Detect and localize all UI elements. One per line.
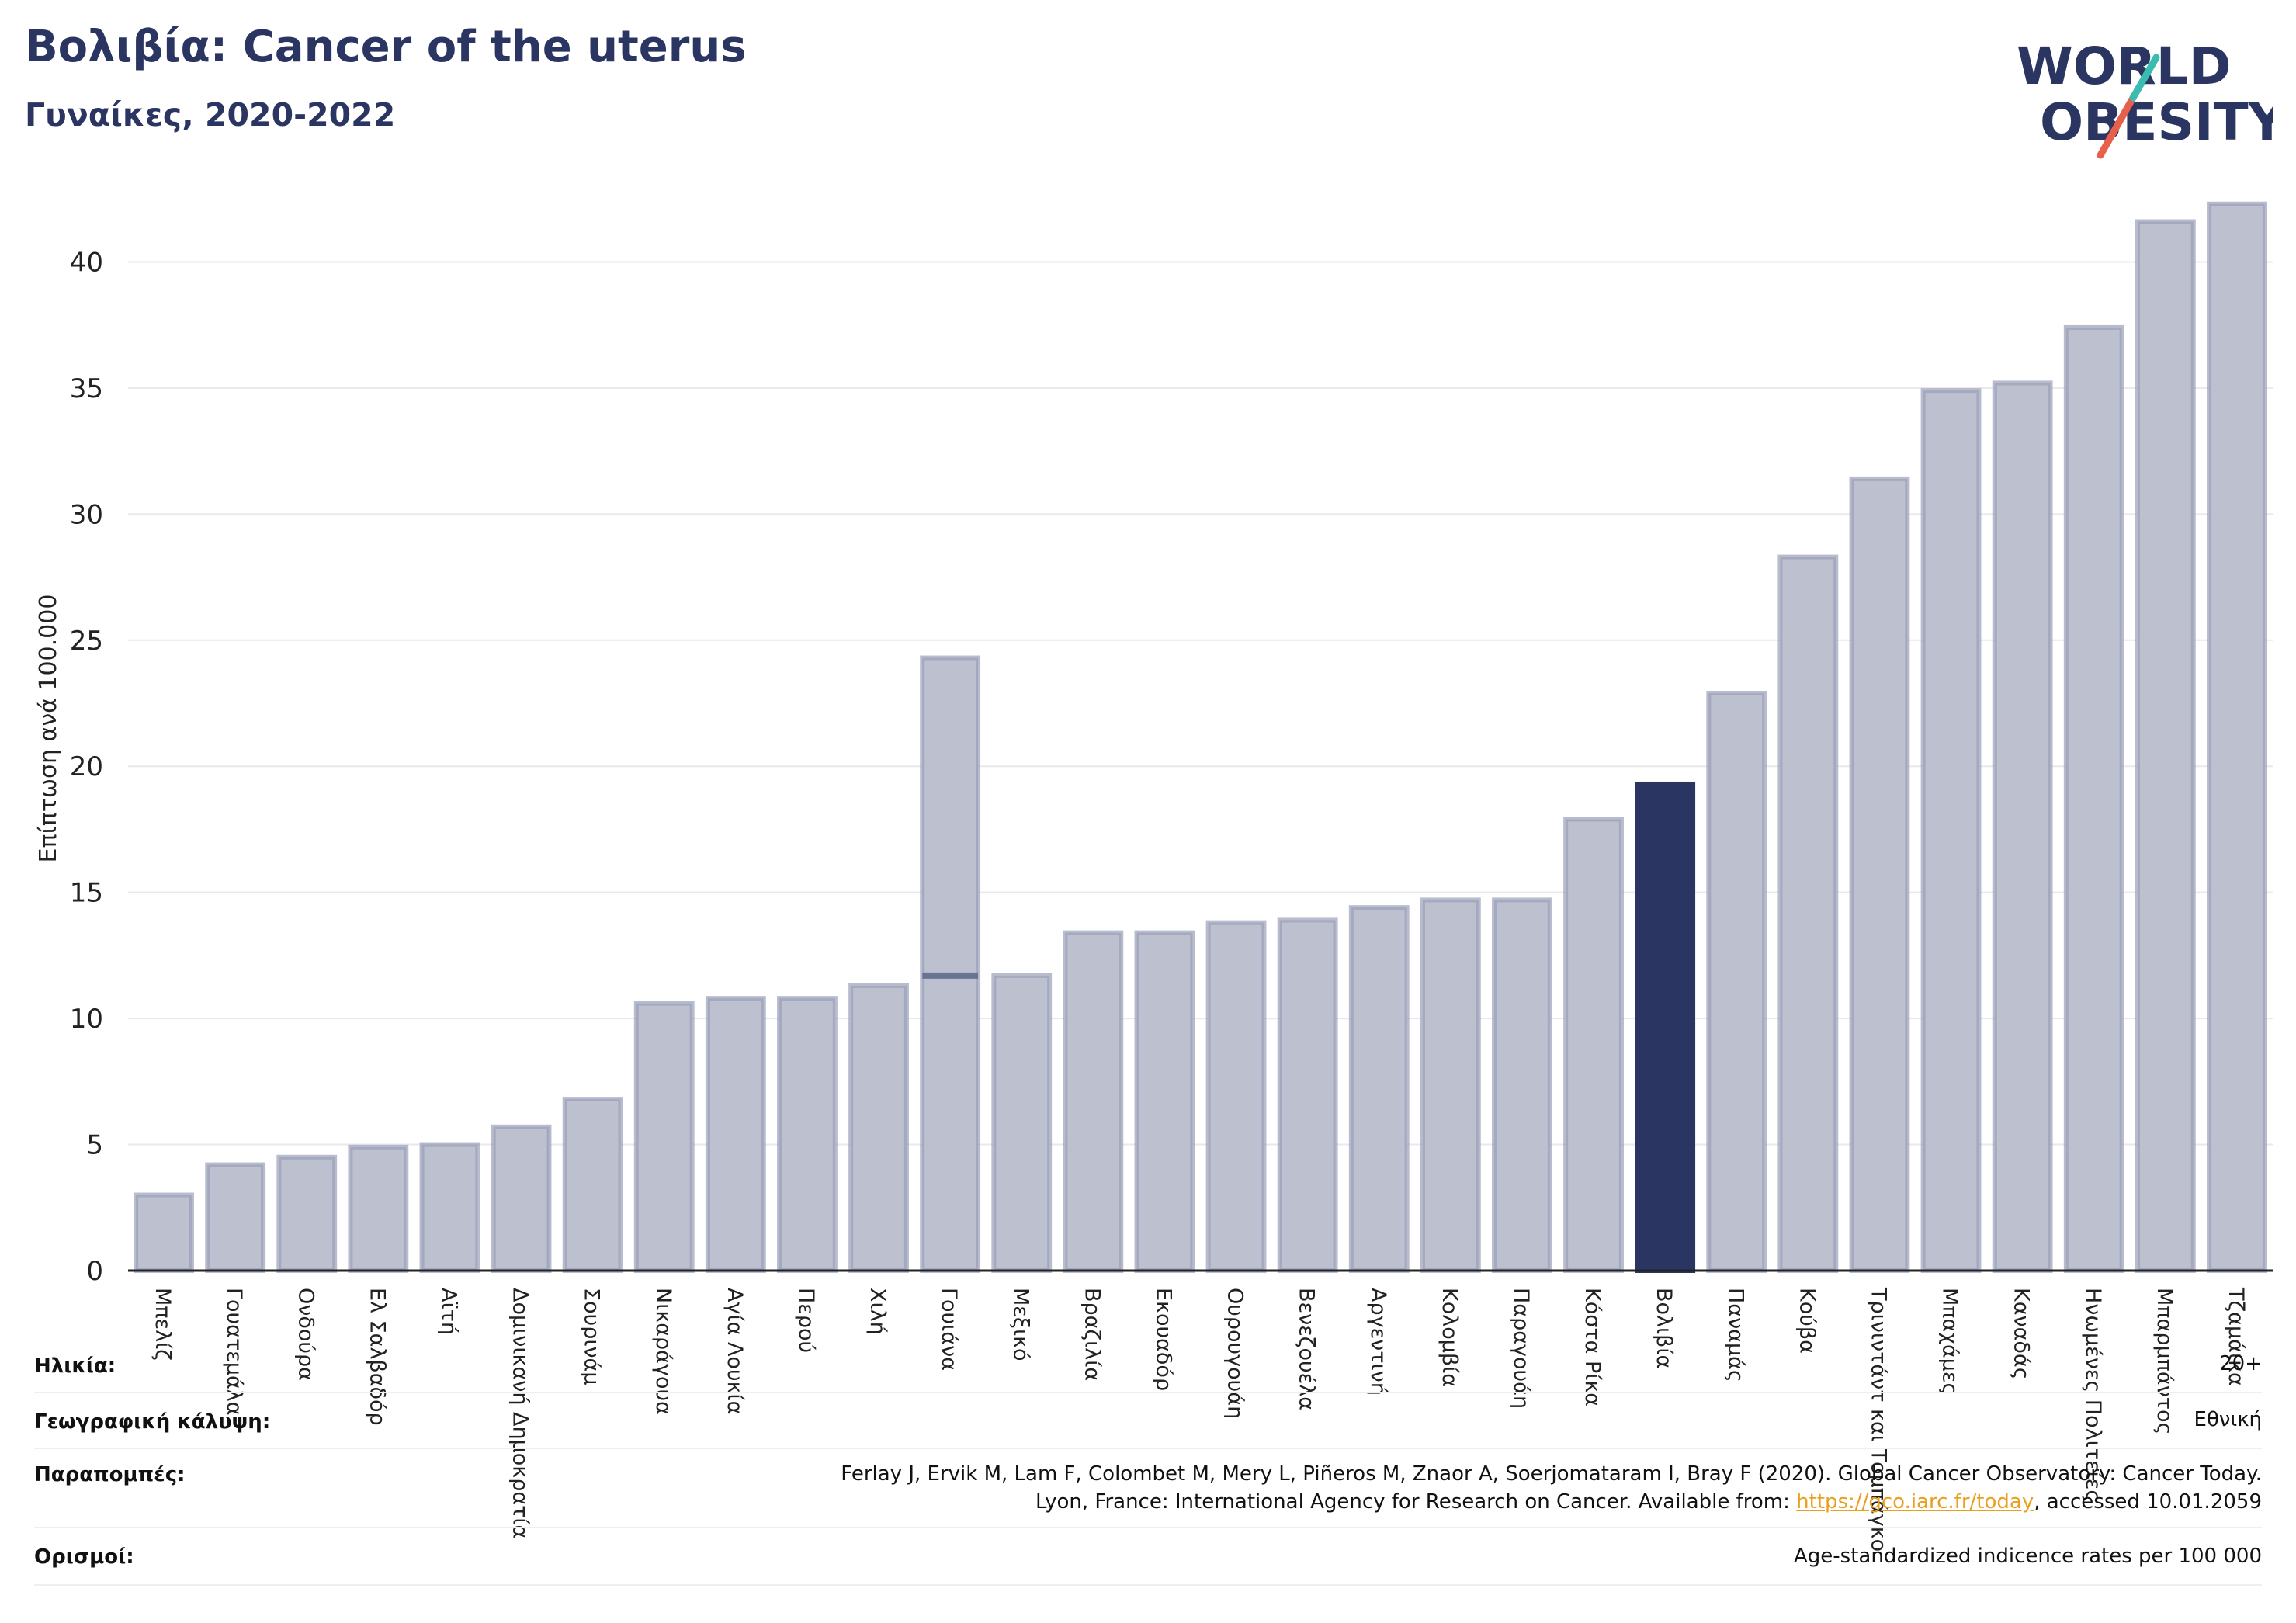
bar-13 bbox=[991, 973, 1053, 1273]
x-tick-label: Γουιάνα bbox=[937, 1288, 961, 1371]
bar-6 bbox=[491, 1124, 552, 1273]
bar-8 bbox=[633, 1001, 695, 1274]
x-tick-label: Ουρουγουάη bbox=[1223, 1288, 1247, 1419]
references-text: Ferlay J, Ervik M, Lam F, Colombet M, Me… bbox=[841, 1460, 2262, 1516]
bar-28 bbox=[2063, 324, 2124, 1273]
bar-1 bbox=[134, 1192, 194, 1274]
y-tick-label: 30 bbox=[70, 499, 103, 530]
x-tick-label: Βολιβία bbox=[1652, 1288, 1676, 1368]
bar-11 bbox=[848, 983, 909, 1273]
x-tick-label: Χιλή bbox=[865, 1288, 890, 1335]
bar-19 bbox=[1420, 897, 1481, 1273]
footer-references-row: Παραπομπές: Ferlay J, Ervik M, Lam F, Co… bbox=[34, 1449, 2262, 1528]
x-tick-label: Τζαμάικα bbox=[2224, 1287, 2248, 1386]
x-tick-label: Νικαράγουα bbox=[651, 1288, 675, 1415]
x-tick-label: Αγία Λουκία bbox=[723, 1288, 747, 1414]
x-tick-label: Τρινιντάντ και Τομπάγκο bbox=[1866, 1287, 1890, 1552]
coverage-value: Εθνική bbox=[2194, 1408, 2262, 1431]
footer-age-row: Ηλικία: 20+ bbox=[34, 1337, 2262, 1393]
logo-slash-red bbox=[2097, 94, 2137, 159]
x-tick-label: Γουατεμάλα bbox=[222, 1288, 246, 1416]
references-line2: Lyon, France: International Agency for R… bbox=[1035, 1490, 2262, 1514]
y-tick-label: 10 bbox=[70, 1004, 103, 1035]
x-tick-label: Αργεντινή bbox=[1366, 1288, 1390, 1396]
bar-15 bbox=[1134, 930, 1195, 1273]
chart-subtitle: Γυναίκες, 2020-2022 bbox=[25, 96, 396, 134]
x-tick-label: Παναμάς bbox=[1723, 1288, 1747, 1382]
x-tick-label: Ηνωμένες Πολιτείες bbox=[2081, 1288, 2105, 1502]
x-tick-label: Εκουαδόρ bbox=[1151, 1288, 1175, 1391]
x-tick-label: Κόστα Ρίκα bbox=[1580, 1288, 1604, 1406]
x-tick-label: Μπαχάμες bbox=[1938, 1288, 1962, 1395]
references-label: Παραπομπές: bbox=[34, 1463, 186, 1486]
x-tick-label: Μπαρμπάντος bbox=[2152, 1288, 2176, 1434]
bar-4 bbox=[348, 1144, 409, 1274]
y-tick-label: 20 bbox=[70, 751, 103, 782]
definitions-label: Ορισμοί: bbox=[34, 1545, 134, 1569]
bar-22 bbox=[1635, 781, 1696, 1273]
bar-29 bbox=[2135, 219, 2196, 1273]
y-tick-label: 25 bbox=[70, 626, 103, 657]
bar-12 bbox=[920, 655, 981, 1273]
references-link[interactable]: https://gco.iarc.fr/today bbox=[1796, 1490, 2034, 1514]
age-value: 20+ bbox=[2219, 1352, 2262, 1375]
bar-26 bbox=[1920, 388, 1982, 1274]
x-tick-label: Παραγουάη bbox=[1509, 1288, 1533, 1409]
bar-3 bbox=[276, 1154, 338, 1274]
bar-2 bbox=[205, 1162, 266, 1273]
y-tick-label: 35 bbox=[70, 373, 103, 404]
logo-line1: WORLD bbox=[2017, 36, 2232, 96]
bar-25 bbox=[1849, 476, 1910, 1273]
bar-7 bbox=[562, 1097, 623, 1274]
footer-coverage-row: Γεωγραφική κάλυψη: Εθνική bbox=[34, 1393, 2262, 1449]
x-tick-label: Βενεζουέλα bbox=[1295, 1288, 1319, 1410]
bar-16 bbox=[1205, 920, 1267, 1274]
bar-24 bbox=[1777, 554, 1839, 1273]
bar-18 bbox=[1348, 905, 1410, 1274]
x-tick-label: Ονδούρα bbox=[293, 1288, 317, 1381]
bar-9 bbox=[705, 996, 766, 1274]
x-tick-label: Περού bbox=[794, 1288, 818, 1353]
bar-10 bbox=[777, 996, 838, 1274]
chart-title: Βολιβία: Cancer of the uterus bbox=[25, 22, 747, 72]
bar-20 bbox=[1492, 897, 1552, 1273]
bar-23 bbox=[1706, 691, 1767, 1273]
bar-27 bbox=[1992, 380, 2053, 1273]
y-tick-label: 0 bbox=[86, 1256, 103, 1287]
logo-slash-teal bbox=[2129, 54, 2160, 102]
bar-30 bbox=[2207, 201, 2267, 1274]
references-line1: Ferlay J, Ervik M, Lam F, Colombet M, Me… bbox=[841, 1462, 2262, 1486]
x-tick-label: Σουρινάμ bbox=[580, 1288, 604, 1385]
y-axis-label: Επίπτωση ανά 100.000 bbox=[35, 595, 62, 863]
x-tick-label: Κολομβία bbox=[1438, 1288, 1462, 1387]
bar-14 bbox=[1063, 930, 1124, 1273]
x-tick-label: Δομινικανή Δημοκρατία bbox=[508, 1288, 532, 1538]
world-obesity-logo: WORLD OBESITY bbox=[2017, 36, 2273, 159]
x-tick-label: Καναδάς bbox=[2010, 1288, 2034, 1380]
y-tick-label: 5 bbox=[86, 1130, 103, 1161]
definitions-value: Age-standardized indicence rates per 100… bbox=[1794, 1545, 2262, 1568]
x-tick-label: Μεξικό bbox=[1008, 1288, 1032, 1361]
y-tick-label: 15 bbox=[70, 878, 103, 909]
coverage-label: Γεωγραφική κάλυψη: bbox=[34, 1410, 271, 1434]
y-tick-label: 40 bbox=[70, 247, 103, 278]
x-tick-label: Κούβα bbox=[1795, 1288, 1819, 1354]
x-tick-label: Αϊτή bbox=[436, 1288, 460, 1335]
bar-5 bbox=[419, 1142, 480, 1273]
logo-line2: OBESITY bbox=[2040, 92, 2273, 152]
bar-21 bbox=[1563, 817, 1624, 1273]
x-tick-label: Ελ Σαλβαδόρ bbox=[365, 1288, 389, 1426]
x-tick-label: Βραζιλία bbox=[1080, 1288, 1104, 1381]
footer-definitions-row: Ορισμοί: Age-standardized indicence rate… bbox=[34, 1528, 2262, 1586]
x-tick-label: Μπελίζ bbox=[151, 1288, 175, 1361]
bar-17 bbox=[1277, 917, 1338, 1273]
age-label: Ηλικία: bbox=[34, 1354, 116, 1378]
